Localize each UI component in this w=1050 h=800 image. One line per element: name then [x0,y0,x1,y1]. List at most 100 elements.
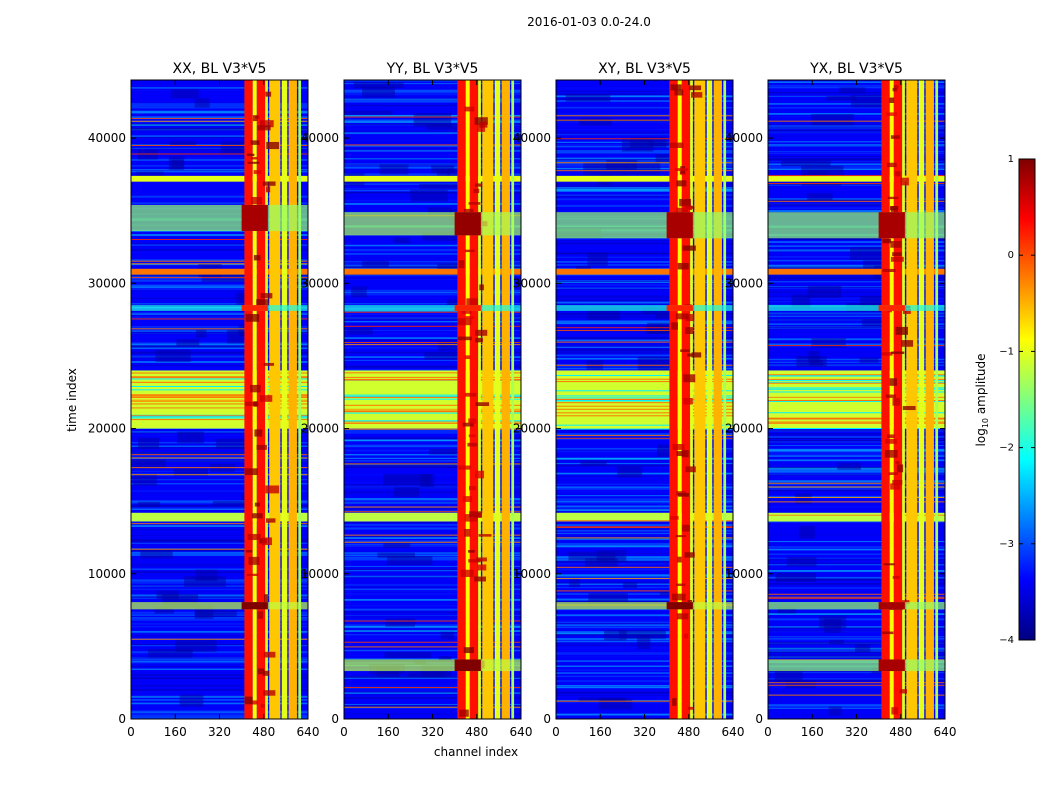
noise-streak [768,241,945,243]
channel-band [511,80,515,719]
noise-streak [131,674,308,676]
y-tick-label: 0 [755,712,763,726]
rfi-time-band [344,268,521,275]
noise-streak [131,103,308,105]
noise-streak [768,266,945,269]
rfi-line [131,263,308,265]
channel-blotch [253,170,262,174]
channel-band [281,80,288,719]
event-core [878,659,905,672]
noise-streak [344,253,521,255]
noise-streak [556,284,733,286]
channel-blotch [459,709,469,717]
noise-streak [768,327,945,329]
heatmap-image [556,80,733,719]
noise-patch [811,114,854,126]
noise-streak [344,89,521,92]
noise-streak [768,128,945,131]
channel-band [881,80,890,719]
rfi-line [131,457,308,459]
noise-streak [768,168,945,170]
noise-patch [426,124,464,130]
rfi-time-band [556,175,733,182]
rfi-line [556,327,733,329]
noise-streak [131,684,308,687]
rfi-line [344,641,521,643]
panel-title: YY, BL V3*V5 [386,61,479,77]
noise-streak [344,181,521,184]
rfi-line [768,379,945,381]
noise-patch [238,324,250,337]
noise-streak [556,288,733,291]
y-tick-label: 0 [331,712,339,726]
noise-streak [556,524,733,526]
channel-band [889,80,894,719]
noise-streak [768,351,945,354]
noise-streak [768,690,945,693]
noise-patch [584,558,618,567]
noise-patch [176,339,200,346]
noise-patch [383,474,432,485]
noise-streak [768,151,945,153]
noise-streak [344,444,521,446]
noise-streak [131,156,308,159]
noise-streak [556,281,733,283]
noise-streak [131,597,308,599]
noise-streak [556,317,733,319]
noise-streak [768,570,945,572]
noise-streak [556,151,733,154]
noise-patch [780,160,831,167]
channel-blotch [266,141,280,150]
noise-streak [768,135,945,137]
noise-patch [622,582,637,589]
noise-streak [556,560,733,562]
noise-streak [556,186,733,188]
event-band [131,602,308,610]
noise-streak [768,291,945,294]
noise-streak [344,545,521,547]
noise-streak [131,144,308,146]
rfi-line [131,400,308,402]
noise-streak [768,346,945,348]
noise-streak [768,437,945,440]
noise-streak [556,240,733,242]
x-tick-label: 320 [845,725,868,739]
noise-streak [344,263,521,265]
channel-blotch [257,125,271,131]
noise-patch [147,649,193,658]
noise-patch [808,350,820,363]
noise-streak [556,488,733,490]
noise-streak [768,84,945,86]
noise-patch [184,576,226,587]
channel-blotch [244,468,258,476]
channel-blotch [460,569,474,577]
noise-streak [768,166,945,168]
noise-patch [569,578,580,588]
y-tick-label: 30000 [725,276,763,290]
channel-blotch [894,171,901,177]
noise-streak [344,558,521,561]
rfi-line [131,416,308,418]
noise-streak [344,454,521,456]
rfi-line [344,421,521,423]
noise-streak [344,568,521,570]
noise-streak [344,303,521,305]
noise-streak [131,249,308,251]
rfi-line [131,260,308,262]
noise-streak [131,284,308,287]
channel-band [501,80,510,719]
event-band [768,212,945,239]
noise-streak [556,320,733,323]
noise-streak [131,661,308,663]
rfi-line [556,115,733,117]
noise-streak [556,598,733,601]
event-core [878,305,905,311]
x-axis-label: channel index [434,745,518,759]
channel-blotch [463,528,471,537]
channel-band [694,80,706,719]
noise-streak [768,207,945,209]
rfi-line [344,116,521,118]
noise-streak [556,620,733,623]
noise-streak [556,623,733,625]
noise-streak [344,463,521,466]
